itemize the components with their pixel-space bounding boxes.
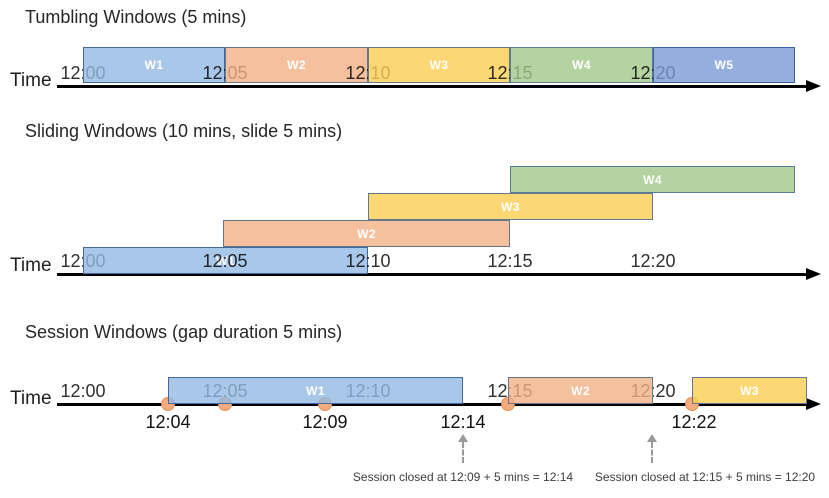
- window-bar: W2: [225, 47, 368, 83]
- time-axis-label: Time: [10, 388, 52, 409]
- window-label: W3: [740, 383, 759, 398]
- timeline-arrow-icon: [806, 79, 821, 92]
- timeline: [57, 402, 807, 406]
- arrow-up-head: [458, 434, 468, 442]
- session-closed-note: Session closed at 12:15 + 5 mins = 12:20: [594, 470, 816, 484]
- event-time-label: 12:14: [440, 412, 486, 432]
- window-bar: W3: [368, 193, 653, 220]
- timeline: [57, 272, 807, 276]
- window-label: W1: [144, 58, 164, 72]
- timeline-arrow-icon: [806, 397, 821, 410]
- timeline: [57, 84, 807, 88]
- arrow-dashed-stem: [651, 442, 653, 463]
- session-closed-note: Session closed at 12:09 + 5 mins = 12:14: [352, 470, 574, 484]
- window-label: W3: [501, 199, 520, 214]
- window-bar: W4: [510, 166, 795, 193]
- window-label: W3: [429, 58, 449, 72]
- section-title: Session Windows (gap duration 5 mins): [25, 322, 343, 342]
- window-bar: W3: [692, 377, 807, 404]
- timeline-arrow-icon: [806, 267, 821, 280]
- window-label: W4: [572, 58, 591, 72]
- tick-label: 12:05: [202, 251, 248, 271]
- event-time-label: 12:22: [671, 412, 717, 432]
- window-label: W1: [306, 383, 325, 398]
- tick-label: 12:00: [60, 381, 106, 401]
- event-time-label: 12:09: [302, 412, 348, 432]
- section-title: Sliding Windows (10 mins, slide 5 mins): [25, 121, 343, 141]
- arrow-up-head: [647, 434, 657, 442]
- window-bar: W2: [223, 220, 510, 247]
- window-label: W2: [571, 383, 590, 398]
- window-label: W2: [357, 226, 376, 241]
- window-bar: W5: [653, 47, 795, 83]
- window-bar: W4: [510, 47, 653, 83]
- section-title: Tumbling Windows (5 mins): [25, 7, 247, 27]
- window-bar: W1: [83, 47, 225, 83]
- window-label: W5: [714, 58, 734, 72]
- window-bar: W1: [83, 247, 368, 274]
- annotation-arrow-icon: [457, 434, 469, 463]
- tick-label: 12:20: [630, 251, 676, 271]
- window-bar: W2: [508, 377, 653, 404]
- arrow-dashed-stem: [462, 442, 464, 463]
- tick-label: 12:10: [345, 251, 391, 271]
- tick-label: 12:15: [487, 251, 533, 271]
- window-label: W4: [643, 172, 662, 187]
- time-axis-label: Time: [10, 70, 52, 91]
- annotation-arrow-icon: [646, 434, 658, 463]
- window-label: W2: [287, 58, 306, 72]
- event-time-label: 12:04: [145, 412, 191, 432]
- window-bar: W3: [368, 47, 510, 83]
- window-bar: W1: [168, 377, 463, 404]
- time-axis-label: Time: [10, 255, 52, 276]
- window-label: W1: [216, 253, 235, 268]
